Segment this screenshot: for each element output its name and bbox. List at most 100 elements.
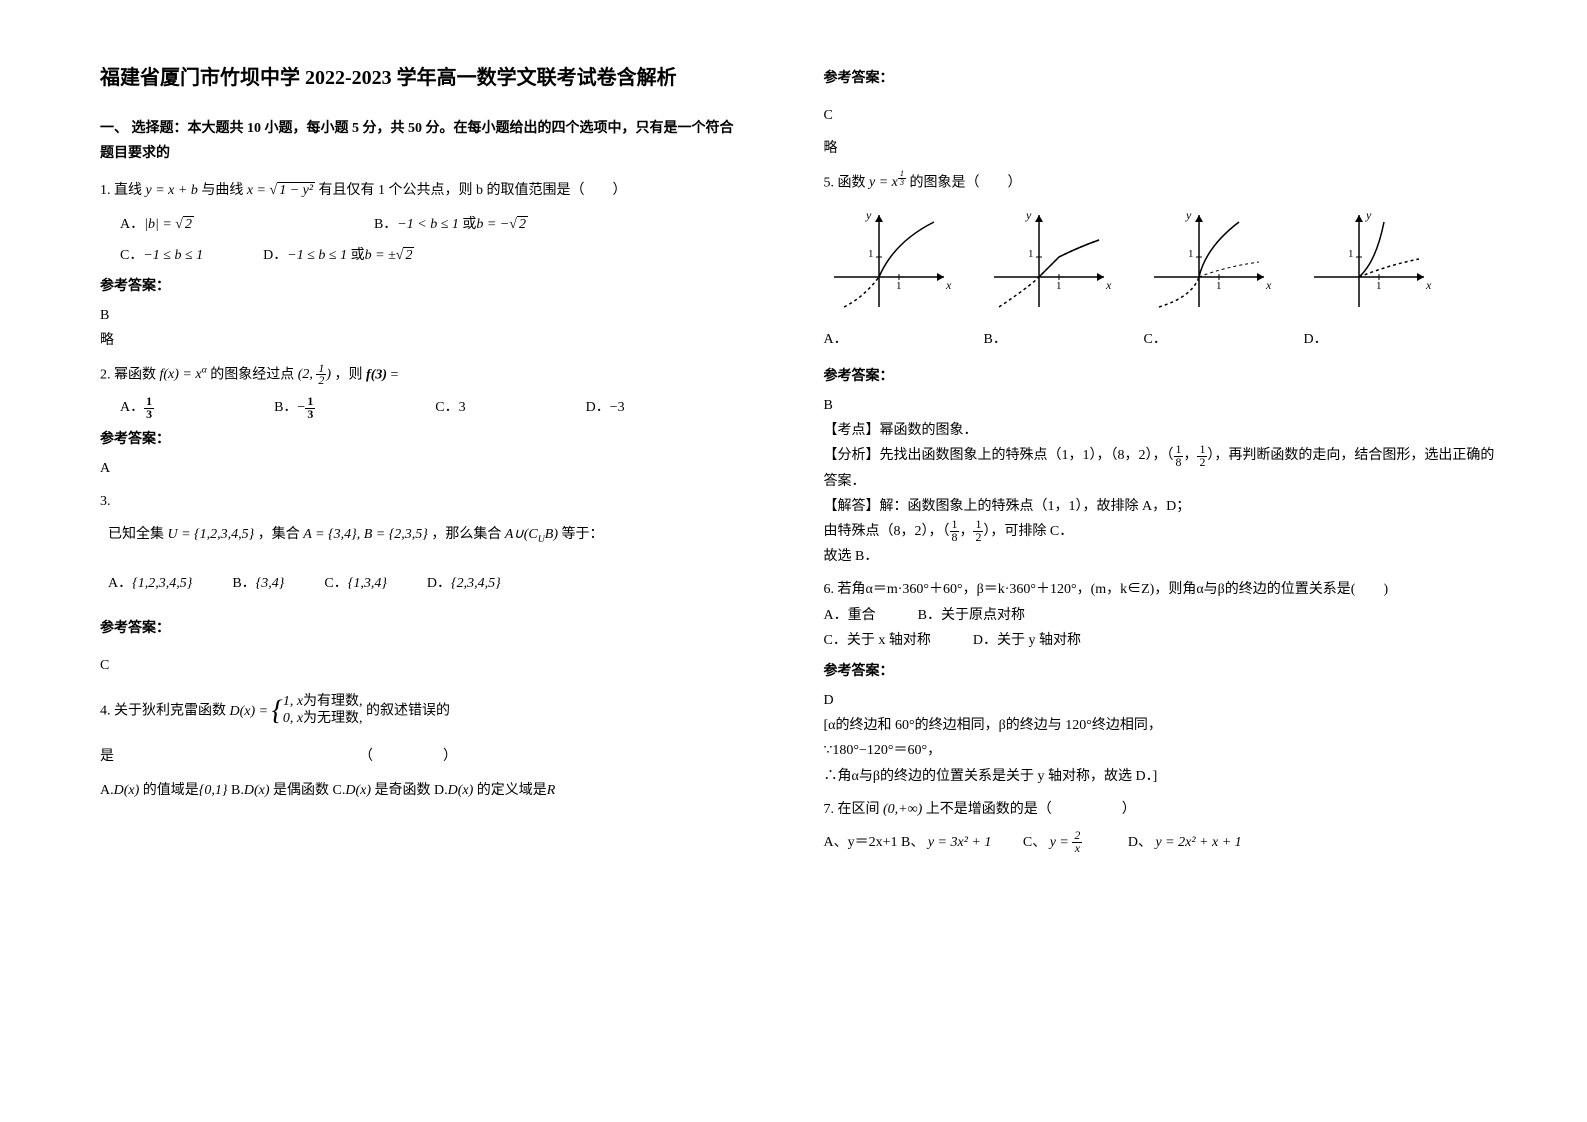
q5-label-d: D．: [1304, 327, 1434, 352]
question-2: 2. 幂函数 f(x) = xα 的图象经过点 (2, 12) ，则 f(3) …: [100, 362, 738, 388]
q5-suf: 的图象是（ ）: [910, 175, 1022, 190]
q4-answer: C: [824, 103, 1508, 128]
svg-text:x: x: [1105, 278, 1112, 292]
q5-jd1: 解：函数图象上的特殊点（1，1），故排除 A，D；: [880, 499, 1191, 514]
svg-text:1: 1: [1376, 280, 1382, 292]
svg-text:x: x: [945, 278, 952, 292]
q1-note: 略: [100, 328, 738, 353]
svg-text:1: 1: [896, 280, 902, 292]
q7-pre: 7. 在区间: [824, 802, 880, 817]
q5-jd3: 故选 B．: [824, 544, 1508, 569]
q2-optC: C．3: [435, 395, 465, 420]
q1-f2: x = √1 − y²: [247, 182, 315, 198]
svg-text:1: 1: [1188, 248, 1194, 260]
svg-text:y: y: [865, 208, 872, 222]
graph-c: x y 1 1: [1144, 207, 1274, 317]
q2-optB: B．: [274, 400, 297, 415]
svg-text:y: y: [1025, 208, 1032, 222]
q4-opts: A.D(x) 的值域是{0,1} B.D(x) 是偶函数 C.D(x) 是奇函数…: [100, 778, 738, 803]
q7-opts: A、y＝2x+1 B、 y = 3x² + 1 C、 y = 2x D、 y =…: [824, 830, 1508, 855]
section-one-head: 一、 选择题：本大题共 10 小题，每小题 5 分，共 50 分。在每小题给出的…: [100, 116, 738, 166]
q3-answer: C: [100, 653, 738, 678]
question-1: 1. 直线 y = x + b 与曲线 x = √1 − y² 有且仅有 1 个…: [100, 178, 738, 203]
q5-kd-label: 【考点】: [824, 423, 880, 438]
q2-stem-suf: ，则: [335, 367, 363, 382]
q4-A1: 的值域是: [139, 783, 199, 798]
q2-eq: =: [391, 367, 399, 382]
svg-text:1: 1: [1056, 280, 1062, 292]
q3-suf: 等于：: [562, 527, 604, 542]
q3-mid2: ，那么集合: [431, 527, 501, 542]
svg-text:1: 1: [1028, 248, 1034, 260]
q6-exp2: ∵180°−120°＝60°，: [824, 738, 1508, 763]
q2-answer: A: [100, 456, 738, 481]
q7-optD: D、: [1086, 835, 1152, 850]
q6-exp1: [α的终边和 60°的终边相同，β的终边与 120°终边相同，: [824, 713, 1508, 738]
svg-text:1: 1: [868, 248, 874, 260]
q1-optD-or: 或: [347, 248, 365, 263]
q1-answer-label: 参考答案：: [100, 274, 738, 299]
q1-answer: B: [100, 303, 738, 328]
q7-optC: C、: [995, 835, 1046, 850]
q5-graphs: x y 1 1 A． x y: [824, 207, 1508, 351]
q6-optC: C．关于 x 轴对称 D．关于 y 轴对称: [824, 628, 1508, 653]
q1-optB-or: 或: [459, 217, 477, 232]
q5-jd2-pre: 由特殊点（8，2），（: [824, 524, 950, 539]
q3-opts: A．{1,2,3,4,5} B．{3,4} C．{1,3,4} D．{2,3,4…: [100, 571, 738, 596]
q4-A: A.: [100, 783, 114, 798]
q4-note: 略: [824, 136, 1508, 161]
q6-optA: A．重合 B．关于原点对称: [824, 603, 1508, 628]
graph-b: x y 1 1: [984, 207, 1114, 317]
q1-stem-mid: 与曲线: [201, 183, 243, 198]
q7-suf: 上不是增函数的是（ ）: [926, 802, 1136, 817]
q2-opts: A．13 B．−13 C．3 D．−3: [100, 395, 738, 420]
q2-optD: D．−3: [586, 395, 625, 420]
question-7: 7. 在区间 (0,+∞) 上不是增函数的是（ ）: [824, 797, 1508, 822]
q3-optB: B．: [232, 576, 255, 591]
graph-d: x y 1 1: [1304, 207, 1434, 317]
svg-text:x: x: [1265, 278, 1272, 292]
q1-stem-pre: 1. 直线: [100, 183, 142, 198]
q5-kd: 幂函数的图象．: [880, 423, 978, 438]
q2-stem-mid: 的图象经过点: [210, 367, 294, 382]
graph-a: x y 1 1: [824, 207, 954, 317]
svg-text:y: y: [1185, 208, 1192, 222]
q3-num: 3.: [100, 489, 738, 514]
q3-mid1: ，集合: [258, 527, 300, 542]
q2-answer-label: 参考答案：: [100, 427, 738, 452]
q3-optA: A．: [108, 576, 132, 591]
q2-f3: f(3): [366, 367, 387, 382]
q6-answer: D: [824, 688, 1508, 713]
q6-answer-label: 参考答案：: [824, 659, 1508, 684]
q4-f: D(x) = {1, x为有理数,0, x为无理数,: [230, 704, 367, 719]
svg-text:1: 1: [1348, 248, 1354, 260]
q2-optA: A．: [120, 400, 144, 415]
q1-stem-suf: 有且仅有 1 个公共点，则 b 的取值范围是（ ）: [319, 183, 627, 198]
q1-optA-pre: A．: [120, 217, 144, 232]
q4-Dt: 的定义域是: [473, 783, 547, 798]
q1-optC-pre: C．: [120, 248, 143, 263]
q1-f1: y = x + b: [146, 183, 198, 198]
q1-optB-pre: B．: [374, 217, 397, 232]
q2-f2: (2, 12): [298, 367, 331, 382]
q5-jd-label: 【解答】: [824, 499, 880, 514]
q5-fx: 先找出函数图象上的特殊点（1，1），（8，2），（: [880, 448, 1174, 463]
q3-optD: D．: [427, 576, 451, 591]
q5-fx-label: 【分析】: [824, 448, 880, 463]
svg-text:y: y: [1365, 208, 1372, 222]
q3-answer-label: 参考答案：: [100, 616, 738, 641]
q4-suf: 的叙述错误的: [366, 704, 450, 719]
q5-label-c: C．: [1144, 327, 1274, 352]
q6-exp3: ∴角α与β的终边的位置关系是关于 y 轴对称，故选 D．]: [824, 764, 1508, 789]
svg-text:x: x: [1425, 278, 1432, 292]
q4-pre: 4. 关于狄利克雷函数: [100, 704, 226, 719]
q1-optD-pre: D．: [263, 248, 287, 263]
q3-pre: 已知全集: [108, 527, 164, 542]
q5-answer: B: [824, 393, 1508, 418]
q5-label-a: A．: [824, 327, 954, 352]
q2-stem-pre: 2. 幂函数: [100, 367, 156, 382]
question-4: 4. 关于狄利克雷函数 D(x) = {1, x为有理数,0, x为无理数, 的…: [100, 686, 738, 736]
q6-stem: 6. 若角α＝m·360°＋60°，β＝k·360°＋120°，(m，k∈Z)，…: [824, 577, 1508, 602]
q5-label-b: B．: [984, 327, 1114, 352]
q5-pre: 5. 函数: [824, 175, 866, 190]
